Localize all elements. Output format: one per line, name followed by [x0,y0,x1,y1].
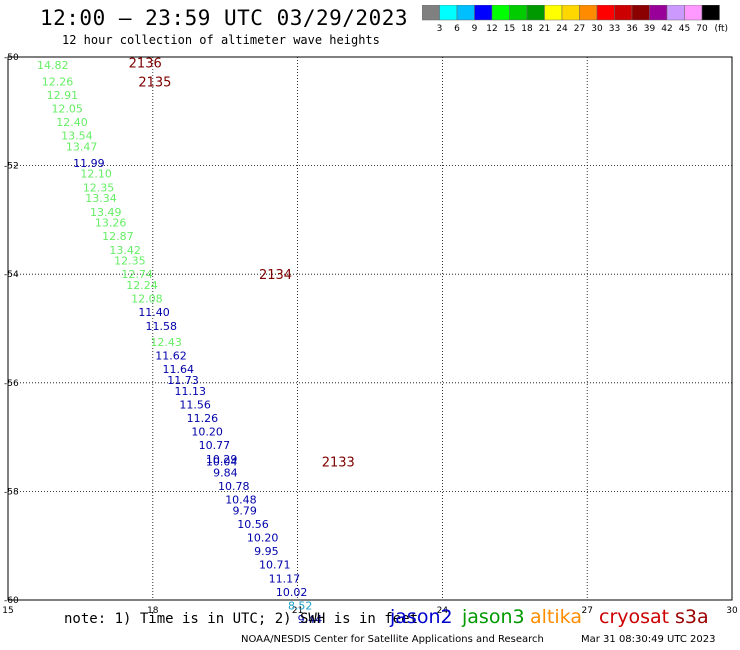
wave-height-value: 11.13 [175,385,207,398]
wave-height-value: 13.49 [90,206,122,219]
wave-height-value: 12.08 [131,293,163,306]
wave-height-value: 12.26 [42,75,74,88]
wave-height-value: 13.26 [95,217,127,230]
scale-unit: (ft) [714,24,728,33]
lon-tick-label: 30 [726,606,738,616]
wave-height-value: 11.40 [138,306,170,319]
lat-tick-label: -50 [4,53,19,63]
wave-height-value: 11.56 [179,399,211,412]
pass-time-label: 2134 [259,268,292,283]
scale-swatch [701,5,720,21]
wave-height-value: 12.10 [80,168,112,181]
pass-time-label: 2135 [138,75,171,90]
scale-label: 3 [437,24,443,33]
lon-tick-label: 27 [581,606,592,616]
wave-height-value: 9.84 [213,466,238,479]
scale-label: 39 [644,24,656,33]
wave-height-value: 10.29 [206,453,238,466]
wave-height-value: 12.05 [51,103,83,116]
scale-label: 30 [591,24,603,33]
legend-altika: altika [530,606,582,628]
wave-height-value: 12.24 [126,279,157,292]
legend-jason2: jason2 [390,606,453,628]
wave-height-value: 12.87 [102,230,133,243]
legend-s3a: s3a [675,606,709,628]
wave-height-value: 13.34 [85,192,117,205]
wave-height-value: 10.20 [191,426,223,439]
pass-time-label: 2136 [129,56,162,71]
wave-height-value: 10.71 [259,559,291,572]
wave-height-value: 11.58 [146,320,178,333]
wave-height-value: 12.43 [150,336,182,349]
wave-height-value: 11.26 [187,412,219,425]
scale-label: 27 [574,24,585,33]
wave-height-value: 10.56 [237,518,269,531]
lat-tick-label: -52 [4,162,19,172]
wave-height-value: 12.91 [47,89,79,102]
wave-height-value: 11.99 [73,157,105,170]
wave-height-value: 12.74 [121,268,153,281]
wave-height-value: 14.82 [37,59,69,72]
wave-height-value: 12.35 [114,255,146,268]
scale-label: 45 [679,24,690,33]
wave-height-value: 12.40 [56,116,87,129]
scale-label: 21 [539,24,550,33]
lon-tick-label: 21 [292,606,303,616]
wave-height-value: 10.78 [218,480,250,493]
legend-cryosat: cryosat [599,606,670,628]
wave-height-value: 13.47 [66,141,98,154]
wave-height-value: 11.62 [155,350,187,363]
wave-height-value: 10.04 [206,456,238,469]
credit-line: NOAA/NESDIS Center for Satellite Applica… [241,634,544,645]
scale-label: 6 [454,24,460,33]
legend-jason3: jason3 [462,606,525,628]
scale-label: 42 [661,24,672,33]
scale-label: 70 [696,24,708,33]
footer-note: note: 1) Time is in UTC; 2) SWH is in fe… [64,611,419,627]
wave-height-value: 11.64 [162,363,194,376]
scale-label: 18 [521,24,533,33]
wave-height-value: 11.17 [269,572,301,585]
wave-height-value: 10.02 [276,586,308,599]
generated-timestamp: Mar 31 08:30:49 UTC 2023 [581,634,716,645]
lat-tick-label: -58 [4,487,19,497]
wave-height-color-scale: 3 6 9 12 15 18 21 24 27 30 33 36 39 42 45 70 (ft) [422,5,728,33]
wave-height-value: 9.95 [254,545,279,558]
lat-tick-label: -60 [4,596,19,606]
map-frame [7,56,733,601]
map-title: 12:00 – 23:59 UTC 03/29/2023 [40,6,409,30]
lon-tick-label: 18 [147,606,159,616]
pass-time-label: 2133 [322,456,355,471]
wave-height-value: 9.79 [232,504,257,517]
map-subtitle: 12 hour collection of altimeter wave hei… [62,33,380,47]
scale-label: 24 [556,24,568,33]
wave-height-value: 11.73 [167,374,199,387]
wave-height-value: 10.48 [225,494,257,507]
scale-label: 36 [626,24,638,33]
lat-tick-label: -56 [4,379,19,389]
wave-height-value: 9.44 [298,613,323,626]
wave-height-value: 8.52 [288,599,313,612]
lon-tick-label: 15 [2,606,13,616]
wave-height-value: 10.20 [247,532,278,545]
scale-label: 33 [609,24,620,33]
scale-label: 9 [472,24,478,33]
scale-label: 12 [486,24,497,33]
wave-height-value: 10.77 [199,439,231,452]
wave-height-value: 13.54 [61,130,93,143]
scale-label: 15 [504,24,515,33]
lat-tick-label: -54 [4,270,19,280]
wave-height-value: 13.42 [109,244,141,257]
wave-height-value: 12.35 [83,181,115,194]
lon-tick-label: 24 [437,606,449,616]
